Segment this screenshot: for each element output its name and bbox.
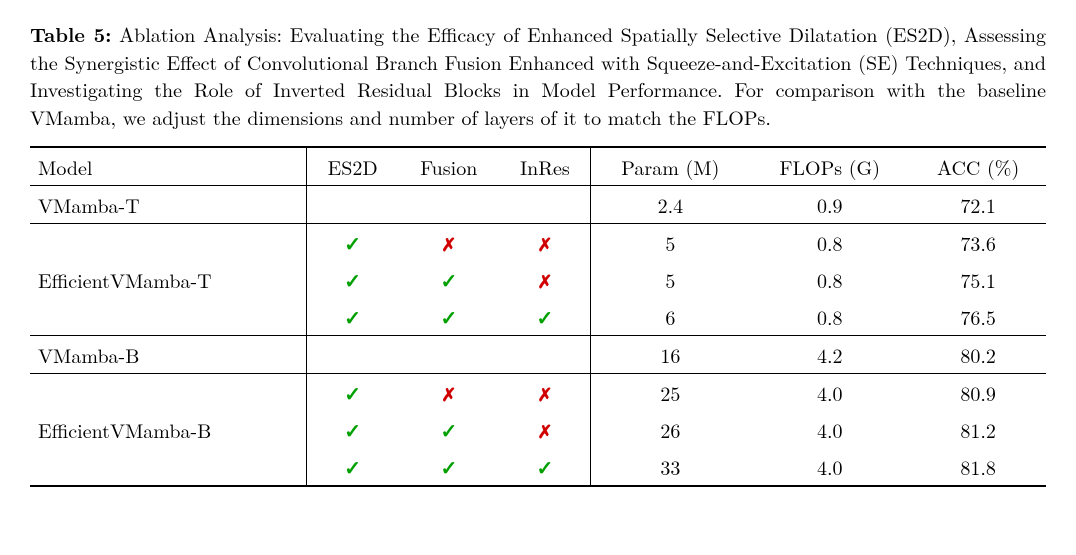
cell-flops: 4.0: [749, 448, 910, 486]
table-row: VMamba-T 2.40.972.1: [30, 186, 1046, 224]
cross-icon: ✗: [441, 382, 456, 407]
table-label: Table 5:: [30, 19, 112, 48]
cell-param: 2.4: [591, 186, 749, 224]
col-flops: FLOPs (G): [749, 147, 910, 186]
cell-es2d: ✓: [306, 448, 398, 486]
cell-param: 5: [591, 261, 749, 298]
cell-es2d: [306, 336, 398, 374]
cell-inres: ✗: [499, 261, 591, 298]
table-row: EfficientVMamba-T✓✗✗50.873.6: [30, 224, 1046, 262]
cell-fusion: ✗: [398, 374, 499, 412]
cell-inres: ✗: [499, 411, 591, 448]
col-es2d: ES2D: [306, 147, 398, 186]
check-icon: ✓: [440, 452, 457, 481]
check-icon: ✓: [440, 302, 457, 331]
cell-flops: 0.8: [749, 224, 910, 262]
table-caption: Table 5: Ablation Analysis: Evaluating t…: [30, 20, 1046, 130]
col-model: Model: [30, 147, 306, 186]
cell-es2d: [306, 186, 398, 224]
check-icon: ✓: [344, 378, 361, 407]
cell-inres: ✗: [499, 374, 591, 412]
cell-param: 26: [591, 411, 749, 448]
cell-fusion: ✓: [398, 411, 499, 448]
col-inres: InRes: [499, 147, 591, 186]
cell-fusion: ✓: [398, 448, 499, 486]
check-icon: ✓: [344, 415, 361, 444]
cross-icon: ✗: [537, 419, 552, 444]
cell-flops: 0.8: [749, 261, 910, 298]
col-param: Param (M): [591, 147, 749, 186]
cell-inres: [499, 186, 591, 224]
header-row: Model ES2D Fusion InRes Param (M) FLOPs …: [30, 147, 1046, 186]
col-acc: ACC (%): [910, 147, 1046, 186]
cell-acc: 76.5: [910, 298, 1046, 336]
cell-es2d: ✓: [306, 298, 398, 336]
check-icon: ✓: [536, 452, 553, 481]
cell-acc: 81.2: [910, 411, 1046, 448]
cell-flops: 4.2: [749, 336, 910, 374]
ablation-table: Model ES2D Fusion InRes Param (M) FLOPs …: [30, 146, 1046, 487]
table-row: VMamba-B 164.280.2: [30, 336, 1046, 374]
cell-model: EfficientVMamba-B: [30, 374, 306, 487]
cell-model: VMamba-B: [30, 336, 306, 374]
cell-param: 16: [591, 336, 749, 374]
check-icon: ✓: [440, 265, 457, 294]
cell-acc: 72.1: [910, 186, 1046, 224]
cell-param: 33: [591, 448, 749, 486]
check-icon: ✓: [344, 452, 361, 481]
cell-acc: 75.1: [910, 261, 1046, 298]
cell-param: 5: [591, 224, 749, 262]
cell-acc: 80.2: [910, 336, 1046, 374]
cell-model: VMamba-T: [30, 186, 306, 224]
cell-fusion: ✓: [398, 261, 499, 298]
table-caption-text: Ablation Analysis: Evaluating the Effica…: [30, 19, 1046, 131]
check-icon: ✓: [440, 415, 457, 444]
cell-model: EfficientVMamba-T: [30, 224, 306, 336]
cell-es2d: ✓: [306, 411, 398, 448]
check-icon: ✓: [344, 265, 361, 294]
cell-acc: 73.6: [910, 224, 1046, 262]
cell-acc: 80.9: [910, 374, 1046, 412]
cell-fusion: ✗: [398, 224, 499, 262]
table-row: EfficientVMamba-B✓✗✗254.080.9: [30, 374, 1046, 412]
cross-icon: ✗: [537, 382, 552, 407]
cell-es2d: ✓: [306, 224, 398, 262]
cell-es2d: ✓: [306, 261, 398, 298]
cell-flops: 4.0: [749, 374, 910, 412]
cell-acc: 81.8: [910, 448, 1046, 486]
cell-param: 6: [591, 298, 749, 336]
cell-inres: ✓: [499, 298, 591, 336]
check-icon: ✓: [344, 228, 361, 257]
cross-icon: ✗: [441, 232, 456, 257]
cell-fusion: [398, 186, 499, 224]
cross-icon: ✗: [537, 269, 552, 294]
cell-fusion: [398, 336, 499, 374]
cell-inres: ✗: [499, 224, 591, 262]
cell-inres: ✓: [499, 448, 591, 486]
cell-flops: 0.9: [749, 186, 910, 224]
cell-flops: 4.0: [749, 411, 910, 448]
cell-inres: [499, 336, 591, 374]
col-fusion: Fusion: [398, 147, 499, 186]
check-icon: ✓: [536, 302, 553, 331]
cell-es2d: ✓: [306, 374, 398, 412]
check-icon: ✓: [344, 302, 361, 331]
table-body: VMamba-T 2.40.972.1 EfficientVMamba-T ✓ ✗ ✗ 50…: [30, 186, 1046, 487]
cross-icon: ✗: [537, 232, 552, 257]
cell-param: 25: [591, 374, 749, 412]
cell-fusion: ✓: [398, 298, 499, 336]
cell-flops: 0.8: [749, 298, 910, 336]
